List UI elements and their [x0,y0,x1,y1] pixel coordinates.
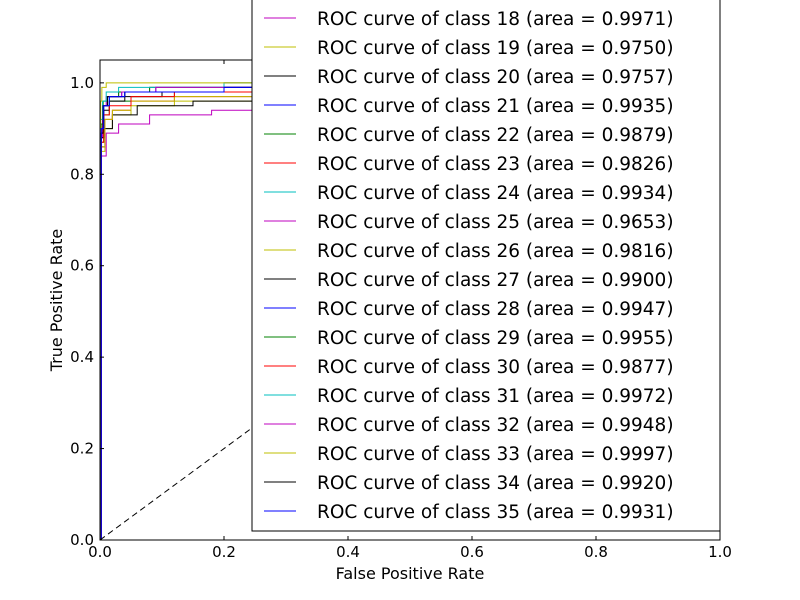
legend-entry-label: ROC curve of class 26 (area = 0.9816) [317,241,674,262]
x-tick-label: 0.0 [88,543,112,561]
legend: ROC curve of class 18 (area = 0.9971) ROC… [251,0,721,532]
legend-entry-label: ROC curve of class 32 (area = 0.9948) [317,415,674,436]
y-tick-label: 0.8 [70,165,94,183]
legend-entry-label: ROC curve of class 33 (area = 0.9997) [317,444,674,465]
legend-entry-label: ROC curve of class 35 (area = 0.9931) [317,502,674,523]
legend-entry-label: ROC curve of class 25 (area = 0.9653) [317,212,674,233]
y-tick-label: 0.6 [70,257,94,275]
y-tick-label: 1.0 [70,74,94,92]
legend-entry-label: ROC curve of class 28 (area = 0.9947) [317,299,674,320]
y-tick-label: 0.2 [70,440,94,458]
legend-entry-label: ROC curve of class 20 (area = 0.9757) [317,67,674,88]
legend-entry-label: ROC curve of class 31 (area = 0.9972) [317,386,674,407]
legend-entry-label: ROC curve of class 22 (area = 0.9879) [317,125,674,146]
legend-box [251,0,721,532]
roc-curve-series [100,82,720,540]
legend-entry-label: ROC curve of class 19 (area = 0.9750) [317,38,674,59]
y-tick-label: 0.4 [70,348,94,366]
legend-entry-label: ROC curve of class 21 (area = 0.9935) [317,96,674,117]
roc-curve-series [100,82,720,540]
legend-entry-label: ROC curve of class 27 (area = 0.9900) [317,270,674,291]
x-tick-label: 0.8 [584,543,608,561]
legend-entry-label: ROC curve of class 30 (area = 0.9877) [317,357,674,378]
x-tick-label: 1.0 [708,543,732,561]
x-tick-label: 0.6 [460,543,484,561]
legend-entry-label: ROC curve of class 34 (area = 0.9920) [317,473,674,494]
y-tick-label: 0.0 [70,531,94,549]
legend-entry-label: ROC curve of class 23 (area = 0.9826) [317,154,674,175]
legend-entry-label: ROC curve of class 24 (area = 0.9934) [317,183,674,204]
y-axis-label: True Positive Rate [47,229,66,373]
x-tick-label: 0.2 [212,543,236,561]
x-axis-label: False Positive Rate [336,564,485,583]
x-tick-label: 0.4 [336,543,360,561]
legend-entry-label: ROC curve of class 18 (area = 0.9971) [317,9,674,30]
roc-curves [100,82,720,540]
axis-ticks: 0.0 0.2 0.4 0.6 0.8 1.0 0.0 0.2 0.4 0.6 0.8 1.0 [70,60,732,561]
legend-entry-label: ROC curve of class 29 (area = 0.9955) [317,328,674,349]
